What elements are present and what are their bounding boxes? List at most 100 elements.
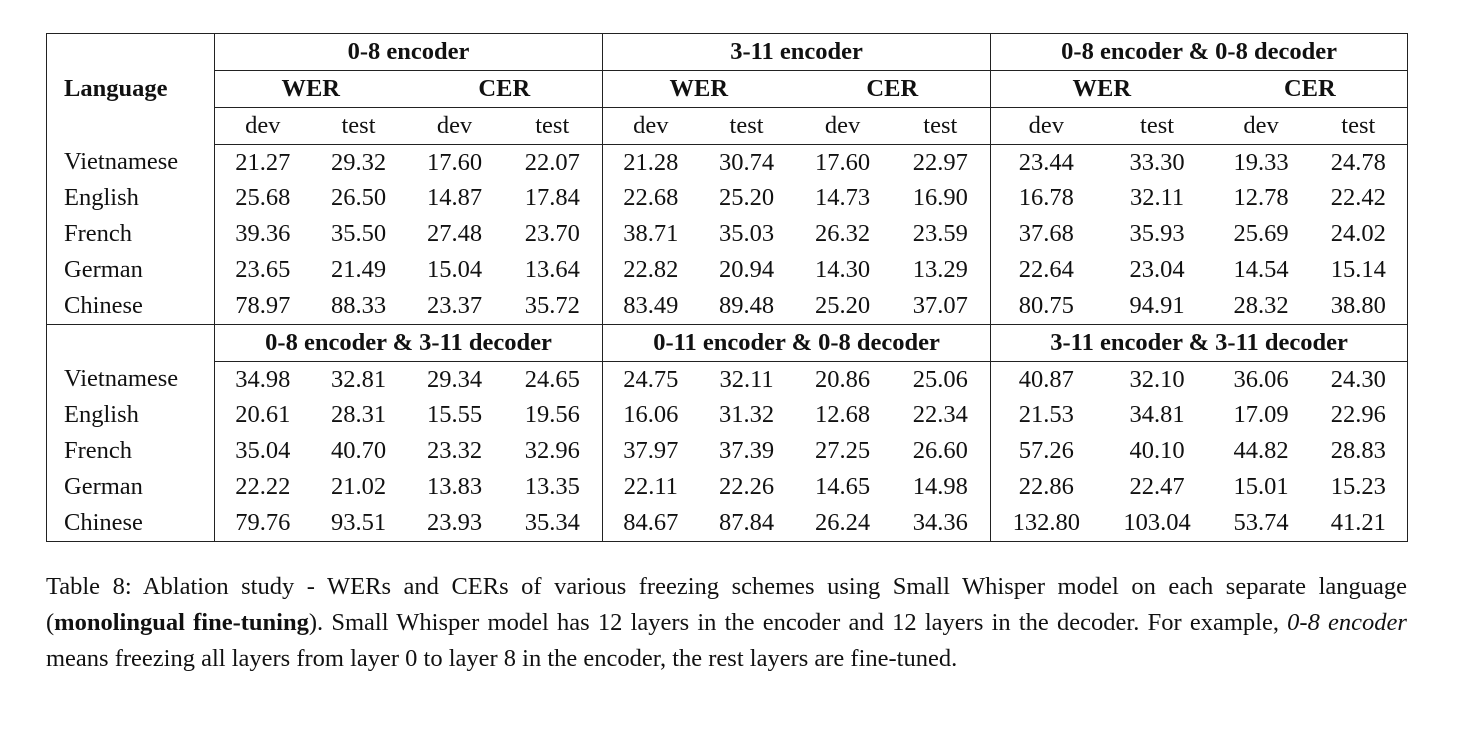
metric-header-wer: WER xyxy=(214,70,407,108)
value-cell: 20.86 xyxy=(814,365,871,393)
value-cell: 78.97 xyxy=(214,288,311,325)
value-cell: 14.30 xyxy=(814,256,871,284)
value-cell: 17.84 xyxy=(502,180,604,217)
value-cell: 22.86 xyxy=(1018,473,1074,501)
group-header: 0-11 encoder & 0-8 decoder xyxy=(602,324,992,362)
language-cell: Chinese xyxy=(46,288,215,325)
value-cell: 35.03 xyxy=(718,220,775,248)
value-cell: 34.98 xyxy=(235,365,291,393)
value-cell: 22.64 xyxy=(1018,256,1074,284)
value-cell: 22.11 xyxy=(623,473,678,501)
split-header: test xyxy=(310,107,407,145)
table-row: Vietnamese 21.27 29.32 17.60 22.07 21.28 30.74… xyxy=(46,144,1409,181)
value-cell: 23.32 xyxy=(426,437,483,465)
value-cell: 23.44 xyxy=(1018,148,1074,176)
value-cell: 19.56 xyxy=(502,397,604,434)
value-cell: 22.26 xyxy=(718,473,775,501)
value-cell: 25.20 xyxy=(794,288,891,325)
value-cell: 25.20 xyxy=(718,184,775,212)
table-row: French 39.36 35.50 27.48 23.70 38.71 35.03 26.3… xyxy=(46,216,1409,253)
value-cell: 21.49 xyxy=(330,256,387,284)
value-cell: 93.51 xyxy=(310,505,407,542)
value-cell: 41.21 xyxy=(1309,505,1409,542)
value-cell: 32.10 xyxy=(1129,365,1185,393)
value-cell: 103.04 xyxy=(1101,505,1213,542)
value-cell: 22.96 xyxy=(1309,397,1409,434)
value-cell: 14.87 xyxy=(426,184,483,212)
value-cell: 40.70 xyxy=(330,437,387,465)
value-cell: 35.72 xyxy=(502,288,604,325)
value-cell: 24.02 xyxy=(1309,216,1409,253)
value-cell: 22.82 xyxy=(623,256,679,284)
table-row: French 35.04 40.70 23.32 32.96 37.97 37.39 27.2… xyxy=(46,433,1409,470)
value-cell: 32.11 xyxy=(1129,184,1185,212)
value-cell: 132.80 xyxy=(990,505,1102,542)
value-cell: 40.10 xyxy=(1129,437,1185,465)
table-row: Chinese 78.97 88.33 23.37 35.72 83.49 89.48 25.… xyxy=(46,288,1409,325)
language-cell: French xyxy=(46,216,215,253)
language-cell: German xyxy=(46,469,215,506)
value-cell: 26.24 xyxy=(794,505,891,542)
value-cell: 33.30 xyxy=(1129,148,1185,176)
value-cell: 16.90 xyxy=(890,180,992,217)
value-cell: 28.31 xyxy=(330,401,387,429)
metric-header-cer: CER xyxy=(1212,70,1409,108)
value-cell: 24.65 xyxy=(502,361,604,398)
value-cell: 24.75 xyxy=(623,365,679,393)
value-cell: 15.01 xyxy=(1233,473,1289,501)
value-cell: 36.06 xyxy=(1233,365,1289,393)
language-cell: Vietnamese xyxy=(46,361,215,398)
value-cell: 40.87 xyxy=(1018,365,1074,393)
value-cell: 23.37 xyxy=(406,288,503,325)
table-row: German 22.22 21.02 13.83 13.35 22.11 22.26 14.6… xyxy=(46,469,1409,506)
value-cell: 83.49 xyxy=(602,288,699,325)
table-row: Chinese 79.76 93.51 23.93 35.34 84.67 87.84 26.… xyxy=(46,505,1409,542)
metric-header-cer: CER xyxy=(406,70,604,108)
value-cell: 38.71 xyxy=(623,220,679,248)
value-cell: 21.28 xyxy=(623,148,679,176)
group-header: 3-11 encoder xyxy=(602,33,992,71)
value-cell: 13.35 xyxy=(502,469,604,506)
value-cell: 22.34 xyxy=(890,397,992,434)
split-header: dev xyxy=(1212,107,1310,145)
value-cell: 87.84 xyxy=(698,505,795,542)
value-cell: 23.65 xyxy=(235,256,291,284)
language-header: Language xyxy=(46,33,215,145)
value-cell: 31.32 xyxy=(718,401,775,429)
value-cell: 32.11 xyxy=(719,365,774,393)
caption-italic-term: 0-8 encoder xyxy=(1287,609,1407,636)
split-header: dev xyxy=(794,107,891,145)
value-cell: 22.07 xyxy=(502,144,604,181)
table-row: Vietnamese 34.98 32.81 29.34 24.65 24.75 32.11… xyxy=(46,361,1409,398)
value-cell: 28.32 xyxy=(1212,288,1310,325)
split-header: test xyxy=(890,107,992,145)
value-cell: 22.47 xyxy=(1129,473,1185,501)
table-body: Language 0-8 encoder 3-11 encoder 0-8 encod… xyxy=(46,33,1409,542)
value-cell: 26.60 xyxy=(890,433,992,470)
value-cell: 37.68 xyxy=(1018,220,1074,248)
value-cell: 17.60 xyxy=(426,148,483,176)
value-cell: 13.64 xyxy=(502,252,604,289)
metric-header-cer: CER xyxy=(794,70,992,108)
value-cell: 20.94 xyxy=(718,256,775,284)
value-cell: 30.74 xyxy=(718,148,775,176)
value-cell: 16.06 xyxy=(623,401,679,429)
value-cell: 21.02 xyxy=(330,473,387,501)
value-cell: 34.36 xyxy=(890,505,992,542)
group-header: 0-8 encoder xyxy=(214,33,604,71)
value-cell: 24.30 xyxy=(1309,361,1409,398)
table-row: English 20.61 28.31 15.55 19.56 16.06 31.32 12.… xyxy=(46,397,1409,434)
split-header: test xyxy=(502,107,604,145)
language-cell: English xyxy=(46,397,215,434)
empty-language-cell xyxy=(46,324,215,362)
split-header: test xyxy=(698,107,795,145)
header-row-splits: dev test dev test dev test dev test dev test dev te… xyxy=(47,107,1409,145)
value-cell: 12.78 xyxy=(1233,184,1289,212)
value-cell: 35.34 xyxy=(502,505,604,542)
value-cell: 23.04 xyxy=(1129,256,1185,284)
value-cell: 28.83 xyxy=(1309,433,1409,470)
value-cell: 84.67 xyxy=(602,505,699,542)
split-header: dev xyxy=(214,107,311,145)
value-cell: 79.76 xyxy=(214,505,311,542)
value-cell: 15.55 xyxy=(426,401,483,429)
